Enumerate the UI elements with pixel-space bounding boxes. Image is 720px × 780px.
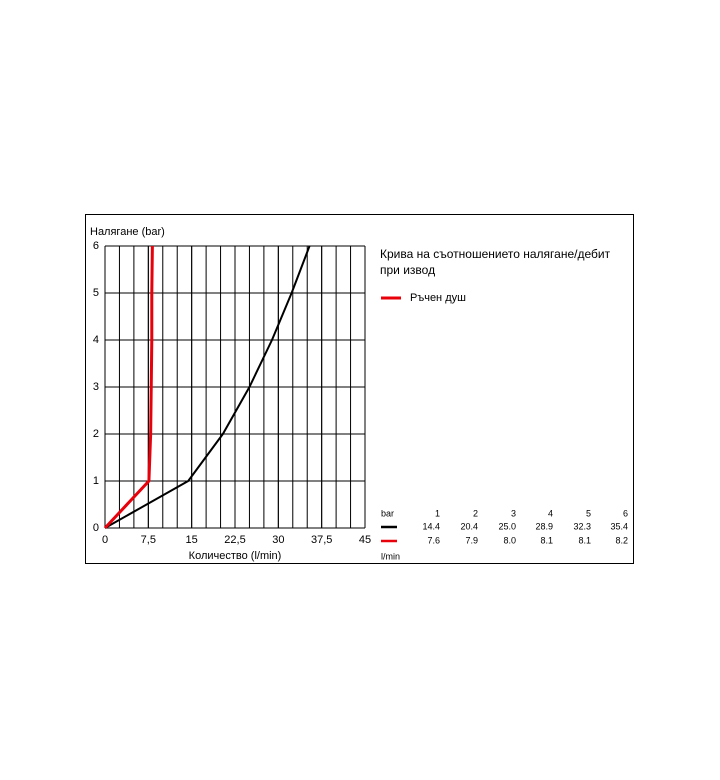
table-unit: l/min	[381, 551, 400, 561]
table-cell: 32.3	[573, 521, 591, 531]
y-tick-label: 1	[93, 475, 99, 487]
x-tick-label: 45	[359, 534, 371, 546]
y-tick-label: 3	[93, 381, 99, 393]
y-axis-label: Налягане (bar)	[90, 226, 165, 238]
table-cell: 8.1	[578, 535, 591, 545]
legend-label: Ръчен душ	[410, 292, 466, 304]
line-series	[104, 245, 311, 529]
line-series	[103, 245, 154, 530]
table-header: 6	[623, 508, 628, 518]
x-axis-label: Количество (l/min)	[189, 550, 282, 562]
y-tick-label: 2	[93, 428, 99, 440]
table-cell: 28.9	[535, 521, 553, 531]
x-tick-label: 0	[102, 534, 108, 546]
table-cell: 35.4	[610, 521, 628, 531]
x-tick-label: 7,5	[141, 534, 156, 546]
table-cell: 8.1	[540, 535, 553, 545]
table-header: bar	[381, 508, 394, 518]
x-tick-label: 37,5	[311, 534, 332, 546]
table-header: 3	[511, 508, 516, 518]
x-tick-label: 15	[186, 534, 198, 546]
table-header: 5	[586, 508, 591, 518]
table-cell: 8.2	[615, 535, 628, 545]
y-tick-label: 4	[93, 334, 99, 346]
table-cell: 25.0	[498, 521, 516, 531]
table-cell: 20.4	[460, 521, 478, 531]
table-cell: 7.9	[465, 535, 478, 545]
y-tick-label: 5	[93, 287, 99, 299]
x-tick-label: 22,5	[224, 534, 245, 546]
table-header: 1	[435, 508, 440, 518]
y-tick-label: 6	[93, 240, 99, 252]
y-tick-label: 0	[93, 522, 99, 534]
table-cell: 14.4	[422, 521, 440, 531]
table-header: 4	[548, 508, 553, 518]
chart-title: Крива на съотношението налягане/дебит пр…	[380, 247, 611, 277]
table-cell: 7.6	[427, 535, 440, 545]
table-cell: 8.0	[503, 535, 516, 545]
x-tick-label: 30	[272, 534, 284, 546]
table-header: 2	[473, 508, 478, 518]
